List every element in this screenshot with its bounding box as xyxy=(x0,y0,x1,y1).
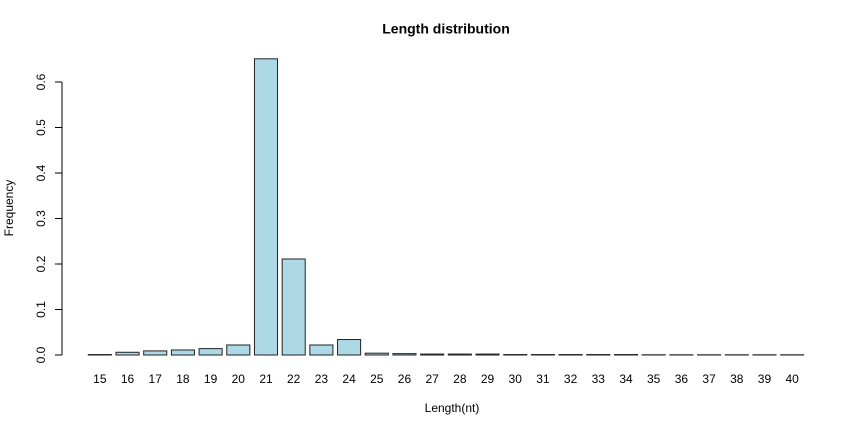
x-tick-label: 40 xyxy=(785,372,799,386)
x-tick-label: 27 xyxy=(425,372,439,386)
bar xyxy=(447,353,472,356)
y-axis-label: Frequency xyxy=(2,180,16,237)
bar xyxy=(170,349,195,356)
y-tick-label: 0.3 xyxy=(34,210,48,227)
x-tick-label: 24 xyxy=(342,372,356,386)
x-tick-label: 39 xyxy=(758,372,772,386)
x-tick-label: 17 xyxy=(149,372,163,386)
bar xyxy=(337,339,362,356)
x-axis-label: Length(nt) xyxy=(425,401,480,415)
x-tick-label: 23 xyxy=(315,372,329,386)
y-tick-label: 0.6 xyxy=(34,73,48,90)
chart-title: Length distribution xyxy=(382,21,510,37)
bar xyxy=(143,350,168,356)
x-tick-label: 36 xyxy=(675,372,689,386)
x-tick-label: 35 xyxy=(647,372,661,386)
x-tick-label: 18 xyxy=(176,372,190,386)
y-tick-label: 0.4 xyxy=(34,164,48,181)
x-tick-label: 25 xyxy=(370,372,384,386)
bar xyxy=(420,353,445,356)
bar xyxy=(475,353,500,356)
bar xyxy=(364,352,389,356)
y-tick-label: 0.2 xyxy=(34,255,48,272)
bar xyxy=(226,344,251,356)
bar xyxy=(253,58,279,356)
x-tick-label: 28 xyxy=(453,372,467,386)
x-tick-label: 16 xyxy=(121,372,135,386)
y-tick-label: 0.5 xyxy=(34,119,48,136)
x-tick-label: 31 xyxy=(536,372,550,386)
y-tick-label: 0.1 xyxy=(34,301,48,318)
bar xyxy=(281,258,306,356)
x-tick-label: 26 xyxy=(398,372,412,386)
x-tick-label: 37 xyxy=(702,372,716,386)
x-tick-label: 30 xyxy=(509,372,523,386)
bar xyxy=(392,353,417,356)
x-tick-label: 20 xyxy=(232,372,246,386)
y-tick-label: 0.0 xyxy=(34,346,48,363)
x-tick-label: 32 xyxy=(564,372,578,386)
bar xyxy=(309,344,334,356)
x-tick-label: 38 xyxy=(730,372,744,386)
x-tick-label: 22 xyxy=(287,372,301,386)
x-tick-label: 21 xyxy=(259,372,273,386)
x-tick-label: 33 xyxy=(592,372,606,386)
x-tick-label: 15 xyxy=(93,372,107,386)
x-tick-label: 29 xyxy=(481,372,495,386)
x-tick-label: 19 xyxy=(204,372,218,386)
x-tick-label: 34 xyxy=(619,372,633,386)
bar xyxy=(198,348,223,356)
bar xyxy=(115,351,140,356)
